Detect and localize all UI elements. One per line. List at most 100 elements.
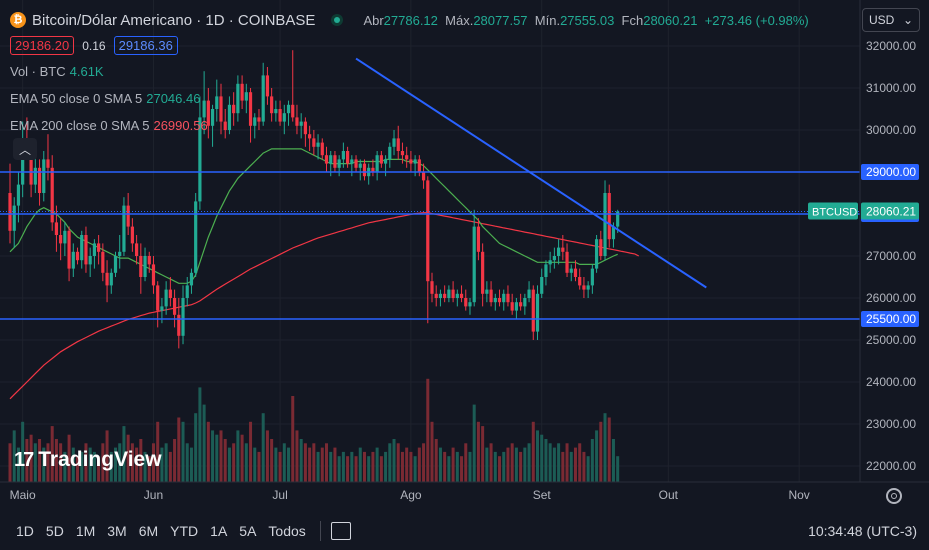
volume-bar xyxy=(354,456,358,482)
candle-body xyxy=(497,298,502,303)
symbol-title[interactable]: Bitcoin/Dólar Americano · 1D · COINBASE xyxy=(32,11,316,29)
ema50-legend[interactable]: EMA 50 close 0 SMA 5 27046.46 xyxy=(10,91,201,106)
volume-bar xyxy=(80,451,84,482)
volume-bar xyxy=(33,443,37,482)
collapse-legend-button[interactable]: ︿ xyxy=(13,138,37,160)
candle-body xyxy=(603,193,607,256)
volume-bar xyxy=(295,430,299,482)
candle-body xyxy=(561,247,565,252)
volume-bar xyxy=(114,447,117,482)
candle-body xyxy=(232,104,236,114)
volume-bar xyxy=(447,456,451,482)
volume-bar xyxy=(303,443,307,482)
volume-bar xyxy=(616,456,620,482)
candle-body xyxy=(316,142,320,147)
candle-body xyxy=(210,109,215,126)
volume-bar xyxy=(405,447,409,482)
candle-body xyxy=(599,239,603,256)
candle-body xyxy=(417,159,421,172)
candle-body xyxy=(42,159,46,193)
volume-bar xyxy=(173,439,177,482)
candle-body xyxy=(12,205,16,231)
candle-body xyxy=(240,83,244,101)
volume-bar xyxy=(434,439,438,482)
candle-body xyxy=(569,268,573,273)
range-5a-button[interactable]: 5A xyxy=(239,523,257,539)
candle-body xyxy=(459,293,464,298)
range-1a-button[interactable]: 1A xyxy=(210,523,228,539)
volume-bar xyxy=(126,434,130,482)
candle-body xyxy=(295,117,299,126)
volume-legend[interactable]: Vol · BTC 4.61K xyxy=(10,64,104,79)
price-tick-label: 26000.00 xyxy=(866,291,916,305)
candle-body xyxy=(464,298,468,307)
candle-body xyxy=(130,226,134,244)
symbol-label: BTCUSD xyxy=(812,206,857,218)
candle-body xyxy=(358,163,362,168)
volume-bar xyxy=(422,443,426,482)
volume-bar xyxy=(489,443,493,482)
volume-bar xyxy=(573,447,577,482)
range-1m-button[interactable]: 1M xyxy=(75,523,96,539)
volume-bar xyxy=(202,404,206,482)
range-5d-button[interactable]: 5D xyxy=(45,523,64,539)
candle-body xyxy=(303,121,307,135)
level-label-bg xyxy=(861,164,919,180)
volume-bar xyxy=(561,451,565,482)
candle-body xyxy=(379,155,383,164)
candle-body xyxy=(362,163,367,177)
volume-bar xyxy=(472,404,476,482)
gear-icon[interactable] xyxy=(886,488,902,504)
candle-body xyxy=(105,272,109,286)
currency-select[interactable]: USD ⌄ xyxy=(862,8,920,32)
volume-bar xyxy=(160,447,164,482)
volume-bar xyxy=(485,447,489,482)
volume-bar xyxy=(46,443,50,482)
candle-body xyxy=(346,151,350,164)
volume-bar xyxy=(578,443,582,482)
candle-body xyxy=(126,205,130,227)
ema200-legend[interactable]: EMA 200 close 0 SMA 5 26990.56 xyxy=(10,118,208,133)
candle-body xyxy=(160,306,164,311)
buy-price-button[interactable]: 29186.36 xyxy=(113,36,178,55)
volume-bar xyxy=(565,443,569,482)
candle-body xyxy=(172,298,177,315)
volume-bar xyxy=(540,434,544,482)
range-6m-button[interactable]: 6M xyxy=(138,523,159,539)
volume-bar xyxy=(460,456,464,482)
candle-body xyxy=(113,256,118,273)
clock-readout[interactable]: 10:34:48 (UTC-3) xyxy=(808,523,917,539)
volume-bar xyxy=(502,451,506,482)
candle-body xyxy=(206,100,210,126)
candle-body xyxy=(557,247,561,256)
volume-bar xyxy=(185,443,189,482)
candle-body xyxy=(392,138,396,147)
volume-bar xyxy=(232,443,236,482)
candle-body xyxy=(75,251,80,261)
last-price-label: 28060.21 xyxy=(866,204,916,218)
sell-price-button[interactable]: 29186.20 xyxy=(10,36,75,55)
candle-body xyxy=(552,256,556,261)
candle-body xyxy=(278,109,282,122)
volume-bar xyxy=(548,443,552,482)
candle-body xyxy=(375,155,379,172)
candle-body xyxy=(371,167,375,172)
calendar-icon[interactable] xyxy=(330,522,351,540)
candle-body xyxy=(181,298,185,336)
volume-bar xyxy=(101,443,105,482)
volume-bar xyxy=(325,443,328,482)
range-all-button[interactable]: Todos xyxy=(268,523,306,539)
candle-body xyxy=(46,159,50,168)
volume-bar xyxy=(552,447,556,482)
tradingview-logo-icon: 17 xyxy=(14,448,34,471)
range-1d-button[interactable]: 1D xyxy=(16,523,34,539)
candle-body xyxy=(413,159,417,164)
volume-bar xyxy=(607,417,611,482)
candle-body xyxy=(265,75,270,97)
range-3m-button[interactable]: 3M xyxy=(107,523,127,539)
volume-bar xyxy=(50,426,54,482)
tradingview-logo[interactable]: 17 TradingView xyxy=(14,448,162,471)
candle-body xyxy=(21,138,25,185)
range-ytd-button[interactable]: YTD xyxy=(170,523,199,539)
